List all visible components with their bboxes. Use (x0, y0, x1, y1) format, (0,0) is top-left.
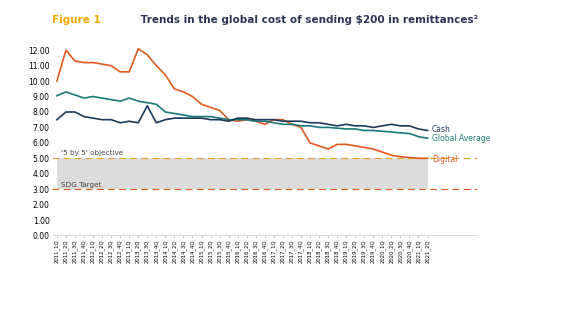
Text: Figure 1: Figure 1 (52, 15, 101, 25)
Text: SDG Target: SDG Target (62, 182, 102, 188)
Text: Digital: Digital (432, 155, 457, 164)
Text: '5 by 5' objective: '5 by 5' objective (62, 150, 123, 156)
Text: Trends in the global cost of sending $200 in remittances²: Trends in the global cost of sending $20… (137, 15, 478, 25)
Text: Global Average: Global Average (432, 134, 491, 144)
Text: Cash: Cash (432, 125, 451, 134)
